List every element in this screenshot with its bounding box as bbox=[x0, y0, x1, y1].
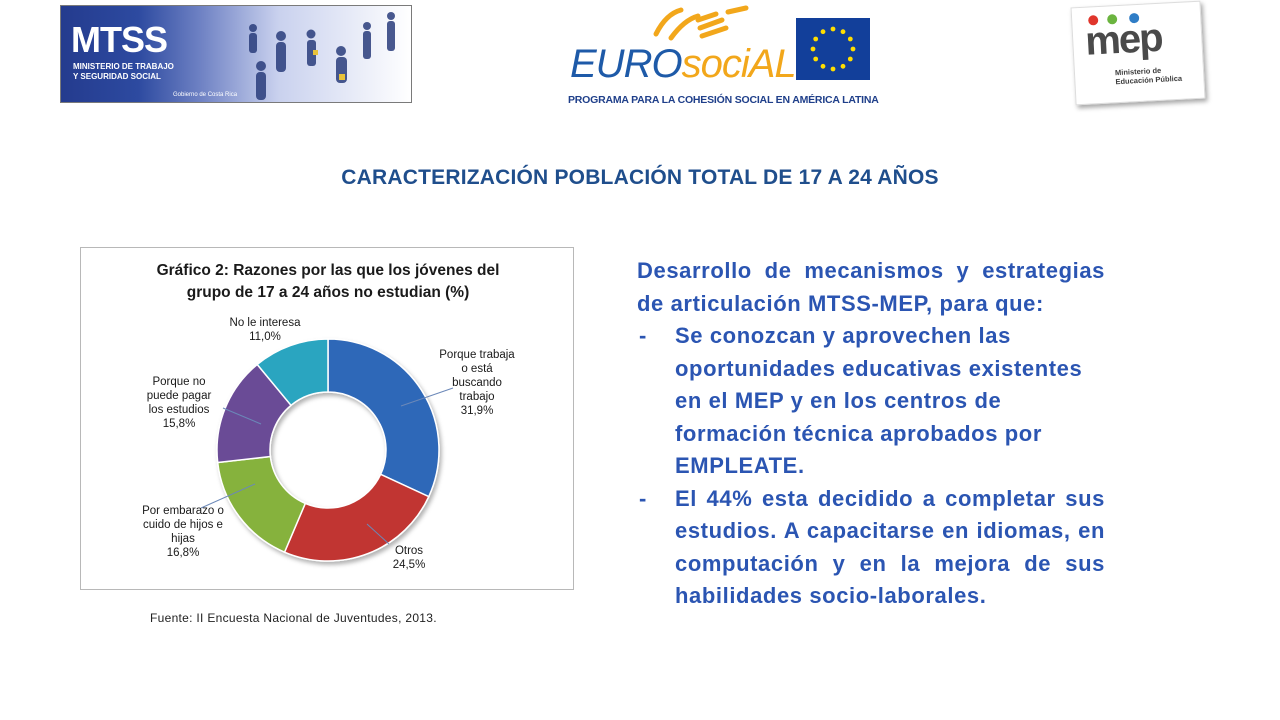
donut-slice-0 bbox=[327, 338, 440, 498]
donut-slice-1 bbox=[283, 473, 430, 562]
bullet-item: - El 44% esta decidido a completar sus e… bbox=[637, 483, 1105, 613]
bullet-dash: - bbox=[639, 323, 647, 348]
mtss-gov-label: Gobierno de Costa Rica bbox=[173, 92, 238, 98]
page-title: CARACTERIZACIÓN POBLACIÓN TOTAL DE 17 A … bbox=[341, 166, 939, 189]
mtss-logo-mark: MTSS bbox=[71, 19, 168, 60]
donut-svg: Porque trabaja o está buscando trabajo 31,9%… bbox=[142, 317, 515, 571]
eu-flag-icon bbox=[796, 18, 870, 80]
workers-silhouettes-icon bbox=[249, 12, 395, 100]
slice-leader-0 bbox=[400, 387, 454, 407]
donut-chart: Gráfico 2: Razones por las que los jóven… bbox=[80, 247, 574, 590]
mep-logo: mep Ministerio de Educación Pública bbox=[1070, 0, 1206, 106]
donut-slice-4 bbox=[256, 338, 329, 407]
hands-icon bbox=[653, 5, 749, 41]
slice-label-1: Otros 24,5% bbox=[393, 545, 426, 571]
mep-logo-subtitle: Ministerio de Educación Pública bbox=[1114, 65, 1183, 87]
slice-label-3: Porque no puede pagar los estudios 15,8% bbox=[147, 376, 212, 430]
mtss-logo: MTSS MINISTERIO DE TRABAJO Y SEGURIDAD S… bbox=[60, 5, 412, 103]
slice-leader-3 bbox=[222, 407, 262, 425]
eurosocial-title: EUROsociAL bbox=[570, 42, 797, 86]
mep-dots-icon bbox=[1088, 13, 1140, 26]
text-panel: Desarrollo de mecanismos y estrategias d… bbox=[637, 255, 1105, 613]
bullet-item: - Se conozcan y aprovechen las oportunid… bbox=[637, 320, 1105, 483]
bullet-text: Se conozcan y aprovechen las oportunidad… bbox=[675, 323, 1083, 478]
bullet-dash: - bbox=[639, 485, 647, 511]
mtss-logo-subtitle: MINISTERIO DE TRABAJO Y SEGURIDAD SOCIAL bbox=[73, 62, 174, 81]
bullet-text: El 44% esta decidido a completar sus est… bbox=[675, 485, 1105, 609]
slice-label-0: Porque trabaja o está buscando trabajo 31,9% bbox=[439, 349, 515, 417]
slice-leader-1 bbox=[366, 523, 390, 545]
slice-label-4: No le interesa 11,0% bbox=[230, 317, 302, 343]
intro-paragraph: Desarrollo de mecanismos y estrategias d… bbox=[637, 258, 1105, 316]
slice-label-2: Por embarazo o cuido de hijos e hijas 16,8% bbox=[142, 505, 224, 559]
eurosocial-logo: EUROsociAL PROGRAMA PARA LA COHESIÓN SOC… bbox=[566, 4, 879, 108]
source-note: Fuente: II Encuesta Nacional de Juventud… bbox=[150, 611, 437, 625]
chart-title: Gráfico 2: Razones por las que los jóven… bbox=[156, 262, 500, 301]
mep-logo-word: mep bbox=[1084, 15, 1163, 64]
slice-leader-2 bbox=[200, 483, 256, 509]
eurosocial-subtitle: PROGRAMA PARA LA COHESIÓN SOCIAL EN AMÉR… bbox=[568, 94, 879, 106]
